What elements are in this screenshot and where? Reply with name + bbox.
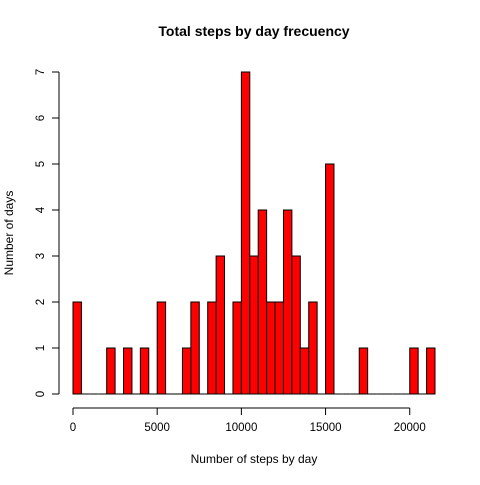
x-tick-label-2: 10000 bbox=[225, 422, 257, 434]
histogram-bar-16 bbox=[207, 301, 217, 395]
x-tick-label-1: 5000 bbox=[144, 422, 170, 434]
y-tick-label-3: 3 bbox=[35, 253, 47, 259]
histogram-bar-42 bbox=[426, 347, 436, 395]
bars-group bbox=[72, 71, 436, 395]
histogram-bar-26 bbox=[291, 255, 301, 395]
histogram-bar-8 bbox=[139, 347, 150, 395]
histogram-bar-23 bbox=[266, 301, 276, 395]
histogram-bar-10 bbox=[156, 301, 167, 395]
x-axis: 0 5000 10000 15000 20000 bbox=[70, 407, 426, 434]
y-tick-label-0: 0 bbox=[35, 391, 47, 397]
y-axis-title: Number of days bbox=[2, 191, 16, 276]
histogram-bar-34 bbox=[358, 347, 369, 395]
histogram-bar-17 bbox=[215, 255, 226, 395]
histogram-bar-21 bbox=[249, 255, 259, 395]
y-tick-label-4: 4 bbox=[35, 206, 47, 213]
histogram-bar-40 bbox=[409, 347, 419, 395]
histogram-bar-6 bbox=[123, 347, 133, 395]
histogram-bar-30 bbox=[325, 163, 335, 395]
histogram-bar-24 bbox=[274, 301, 284, 395]
y-tick-label-6: 6 bbox=[35, 115, 47, 121]
histogram-bar-14 bbox=[190, 301, 200, 395]
histogram-bar-25 bbox=[282, 209, 293, 395]
y-tick-label-1: 1 bbox=[35, 345, 47, 351]
histogram-bar-22 bbox=[257, 209, 268, 395]
y-axis: 0 1 2 3 4 5 6 7 bbox=[35, 69, 60, 397]
y-tick-label-5: 5 bbox=[35, 161, 47, 167]
histogram-bar-28 bbox=[308, 301, 318, 395]
histogram-bar-27 bbox=[299, 347, 310, 395]
histogram-bar-13 bbox=[181, 347, 192, 395]
histogram-bar-4 bbox=[106, 347, 116, 395]
x-axis-title: Number of steps by day bbox=[191, 452, 318, 466]
x-tick-label-0: 0 bbox=[70, 422, 76, 434]
y-tick-label-7: 7 bbox=[35, 69, 47, 75]
x-tick-label-3: 15000 bbox=[310, 422, 342, 434]
histogram-bar-0 bbox=[72, 301, 82, 395]
histogram-bar-19 bbox=[232, 301, 242, 395]
histogram-bar-20 bbox=[240, 71, 251, 395]
y-tick-label-2: 2 bbox=[35, 299, 47, 305]
chart-title: Total steps by day frecuency bbox=[158, 23, 349, 39]
x-tick-label-4: 20000 bbox=[394, 422, 426, 434]
